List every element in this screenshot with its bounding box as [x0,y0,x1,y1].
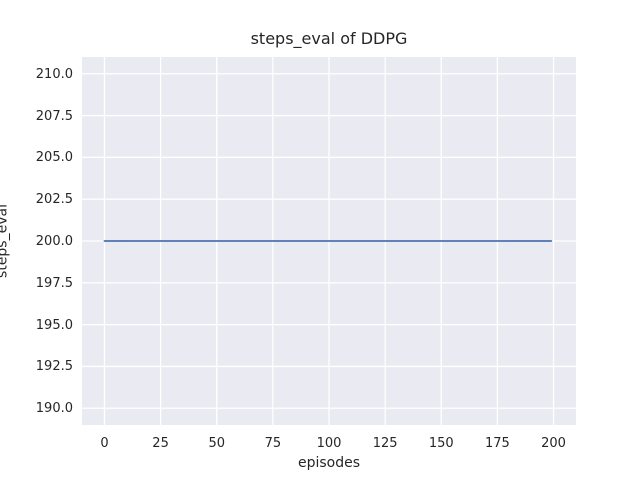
x-tick-label: 125 [372,436,398,451]
y-tick-label: 192.5 [35,359,73,375]
x-tick-label: 150 [428,436,454,451]
y-tick-label: 210.0 [35,66,73,82]
y-tick-label: 190.0 [35,401,73,417]
plot-area [82,57,576,425]
x-tick-label: 25 [152,436,169,451]
y-tick-label: 207.5 [35,108,73,124]
x-tick-label: 75 [264,436,282,451]
x-tick-label: 0 [100,436,109,451]
y-tick-label: 200.0 [35,234,73,249]
x-tick-label: 200 [541,436,566,451]
x-axis-label: episodes [297,455,361,471]
y-tick-label: 202.5 [35,192,73,208]
y-axis-label-text: steps_eval [0,204,11,278]
chart-title: steps_eval of DDPG [250,29,408,48]
y-tick-label: 197.5 [35,275,73,291]
x-tick-label: 50 [208,436,225,451]
plot-canvas [82,57,576,425]
y-tick-label: 205.0 [35,150,73,166]
y-tick-label: 195.0 [35,317,73,333]
x-tick-label: 100 [316,436,342,451]
x-tick-label: 175 [484,436,510,451]
